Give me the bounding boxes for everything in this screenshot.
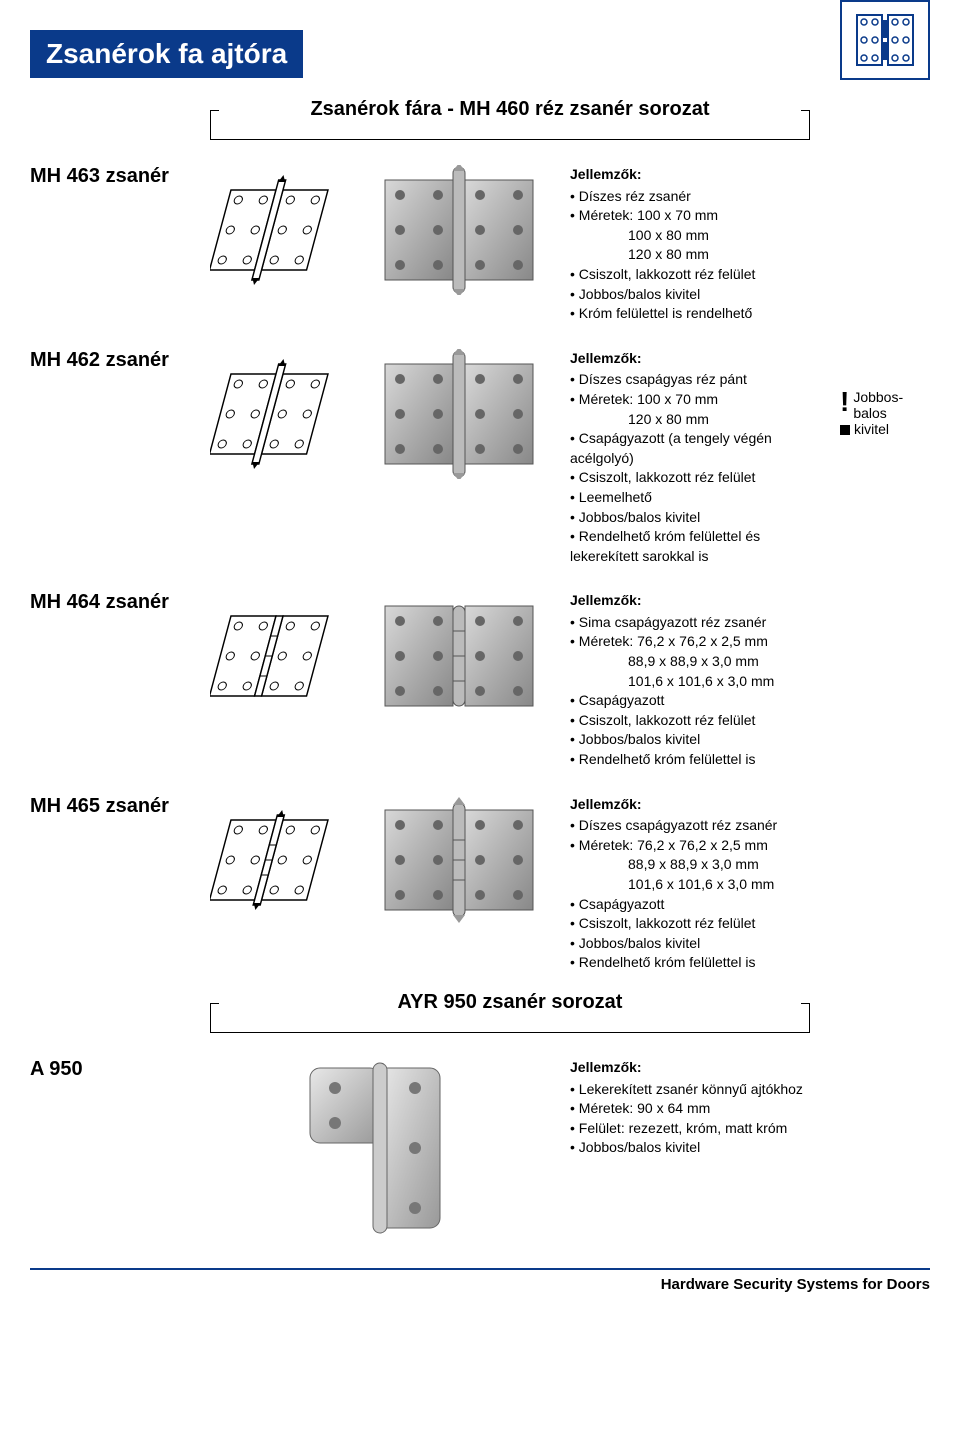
spec-list: Díszes csapágyazott réz zsanérMéretek: 7…	[570, 816, 930, 973]
spec-line-indent: 101,6 x 101,6 x 3,0 mm	[570, 672, 930, 692]
product-photo-icon	[375, 591, 545, 721]
product-label: MH 462 zsanér	[30, 349, 190, 372]
image-column	[210, 165, 550, 295]
spec-line: Méretek: 100 x 70 mm	[570, 206, 930, 226]
spec-line: Rendelhető króm felülettel is	[570, 953, 930, 973]
section-frame-2: AYR 950 zsanér sorozat	[210, 1003, 810, 1033]
spec-line: Csapágyazott (a tengely végén acélgolyó)	[570, 429, 820, 468]
image-column	[210, 591, 550, 721]
spec-line: Leemelhető	[570, 488, 820, 508]
spec-line: Jobbos/balos kivitel	[570, 508, 820, 528]
product-label: MH 464 zsanér	[30, 591, 190, 614]
spec-line: Jobbos/balos kivitel	[570, 730, 930, 750]
hinge-logo-icon	[840, 0, 930, 80]
spec-list: Sima csapágyazott réz zsanérMéretek: 76,…	[570, 613, 930, 770]
product-label: A 950	[30, 1058, 190, 1081]
spec-header: Jellemzők:	[570, 591, 930, 611]
section-2-title: AYR 950 zsanér sorozat	[231, 991, 789, 1014]
spec-line: Lekerekített zsanér könnyű ajtókhoz	[570, 1080, 930, 1100]
spec-list: Díszes réz zsanérMéretek: 100 x 70 mm100…	[570, 187, 930, 324]
spec-header: Jellemzők:	[570, 1058, 930, 1078]
page-content: Zsanérok fa ajtóra Zs	[0, 0, 960, 1238]
note-line: kivitel	[854, 421, 889, 437]
spec-line: Díszes csapágyas réz pánt	[570, 370, 820, 390]
spec-line: Csapágyazott	[570, 691, 930, 711]
spec-line: Méretek: 100 x 70 mm	[570, 390, 820, 410]
side-note: ! Jobbos- balos kivitel	[840, 349, 930, 437]
spec-line: Díszes csapágyazott réz zsanér	[570, 816, 930, 836]
spec-line-indent: 120 x 80 mm	[570, 410, 820, 430]
note-line: Jobbos-	[853, 389, 903, 405]
spec-line: Jobbos/balos kivitel	[570, 1138, 930, 1158]
product-row-a950: A 950 Jellemzők: Lekerekített zsanér kön…	[30, 1058, 930, 1238]
product-label: MH 465 zsanér	[30, 795, 190, 818]
spec-line: Méretek: 76,2 x 76,2 x 2,5 mm	[570, 836, 930, 856]
spec-line: Rendelhető króm felülettel is	[570, 750, 930, 770]
spec-line-indent: 88,9 x 88,9 x 3,0 mm	[570, 855, 930, 875]
spec-line: Jobbos/balos kivitel	[570, 285, 930, 305]
section-1-title: Zsanérok fára - MH 460 réz zsanér soroza…	[231, 98, 789, 121]
spec-line-indent: 100 x 80 mm	[570, 226, 930, 246]
spec-line: Méretek: 90 x 64 mm	[570, 1099, 930, 1119]
exclaim-icon: !	[840, 389, 849, 414]
spec-header: Jellemzők:	[570, 349, 820, 369]
line-drawing-icon	[210, 359, 350, 469]
product-photo-icon	[375, 165, 545, 295]
spec-list: Díszes csapágyas réz pántMéretek: 100 x …	[570, 370, 820, 566]
spec-column: Jellemzők: Díszes csapágyazott réz zsané…	[570, 795, 930, 973]
section-frame-1: Zsanérok fára - MH 460 réz zsanér soroza…	[210, 110, 810, 140]
square-icon	[840, 425, 850, 435]
product-row-mh464: MH 464 zsanér	[30, 591, 930, 769]
spec-line: Sima csapágyazott réz zsanér	[570, 613, 930, 633]
line-drawing-icon	[210, 175, 350, 285]
image-column	[210, 349, 550, 479]
spec-line: Jobbos/balos kivitel	[570, 934, 930, 954]
header-strip: Zsanérok fa ajtóra	[30, 0, 930, 80]
spec-list: Lekerekített zsanér könnyű ajtókhozMéret…	[570, 1080, 930, 1158]
product-label: MH 463 zsanér	[30, 165, 190, 188]
product-row-mh462: MH 462 zsanér	[30, 349, 930, 567]
product-photo-icon	[375, 349, 545, 479]
line-drawing-icon	[210, 601, 350, 711]
spec-line-indent: 101,6 x 101,6 x 3,0 mm	[570, 875, 930, 895]
spec-column: Jellemzők: Sima csapágyazott réz zsanérM…	[570, 591, 930, 769]
image-column	[210, 795, 550, 925]
spec-header: Jellemzők:	[570, 165, 930, 185]
spec-line-indent: 120 x 80 mm	[570, 245, 930, 265]
line-drawing-icon	[210, 805, 350, 915]
spec-line: Díszes réz zsanér	[570, 187, 930, 207]
spec-column: Jellemzők: Díszes réz zsanérMéretek: 100…	[570, 165, 930, 324]
spec-line: Csiszolt, lakkozott réz felület	[570, 914, 930, 934]
product-row-mh465: MH 465 zsanér	[30, 795, 930, 973]
note-line: balos	[853, 405, 886, 421]
spec-line: Csiszolt, lakkozott réz felület	[570, 265, 930, 285]
spec-line: Méretek: 76,2 x 76,2 x 2,5 mm	[570, 632, 930, 652]
footer: Hardware Security Systems for Doors	[30, 1268, 930, 1293]
product-photo-icon	[375, 795, 545, 925]
page-title: Zsanérok fa ajtóra	[30, 30, 303, 78]
spec-header: Jellemzők:	[570, 795, 930, 815]
spec-line: Rendelhető króm felülettel és lekerekíte…	[570, 527, 820, 566]
image-column	[210, 1058, 550, 1238]
spec-line: Csiszolt, lakkozott réz felület	[570, 468, 820, 488]
spec-column: Jellemzők: Díszes csapágyas réz pántMére…	[570, 349, 820, 567]
product-row-mh463: MH 463 zsanér	[30, 165, 930, 324]
spec-line: Felület: rezezett, króm, matt króm	[570, 1119, 930, 1139]
spec-line: Csapágyazott	[570, 895, 930, 915]
spec-line-indent: 88,9 x 88,9 x 3,0 mm	[570, 652, 930, 672]
spec-line: Csiszolt, lakkozott réz felület	[570, 711, 930, 731]
product-photo-icon	[305, 1058, 455, 1238]
spec-column: Jellemzők: Lekerekített zsanér könnyű aj…	[570, 1058, 930, 1158]
spec-line: Króm felülettel is rendelhető	[570, 304, 930, 324]
